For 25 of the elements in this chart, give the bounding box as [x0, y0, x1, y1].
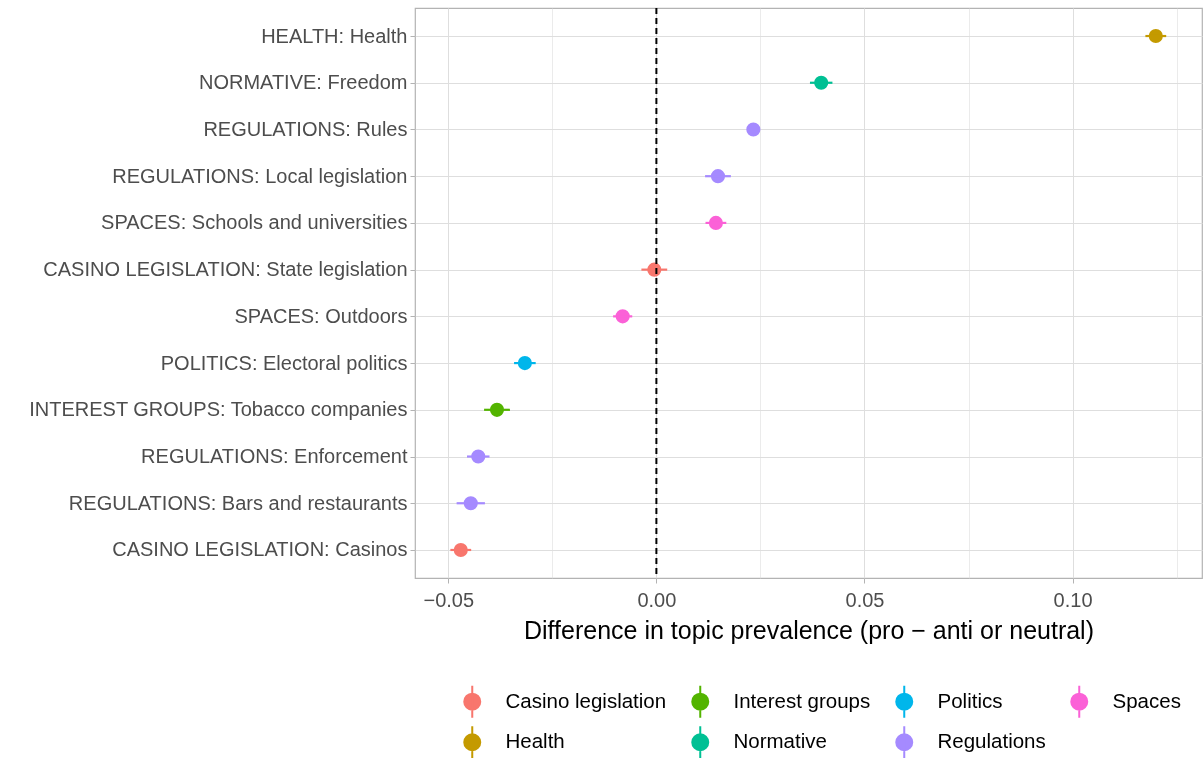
legend-label: Normative: [733, 729, 827, 753]
y-tick-label: REGULATIONS: Bars and restaurants: [68, 491, 408, 514]
x-axis-title: Difference in topic prevalence (pro − anti or neutral): [524, 615, 1094, 644]
y-tick-label: REGULATIONS: Enforcement: [141, 445, 408, 468]
legend-label: Regulations: [937, 729, 1046, 753]
point: [746, 122, 761, 137]
x-tick-label: 0.00: [637, 588, 677, 611]
y-tick-label: INTEREST GROUPS: Tobacco companies: [29, 398, 408, 421]
y-tick-label: NORMATIVE: Freedom: [198, 71, 408, 94]
y-tick-label: HEALTH: Health: [261, 24, 408, 47]
legend-label: Casino legislation: [505, 688, 667, 712]
x-tick-label: 0.10: [1053, 588, 1093, 611]
y-tick-label: CASINO LEGISLATION: Casinos: [112, 538, 408, 561]
legend-label: Health: [505, 729, 565, 753]
x-tick-label: −0.05: [423, 588, 475, 611]
legend-label: Spaces: [1112, 688, 1181, 712]
y-tick-label: POLITICS: Electoral politics: [160, 351, 408, 374]
y-tick-label: REGULATIONS: Rules: [203, 117, 408, 140]
y-tick-label: SPACES: Schools and universities: [101, 211, 408, 234]
legend-label: Interest groups: [733, 688, 871, 712]
y-tick-label: SPACES: Outdoors: [234, 304, 408, 327]
x-tick-label: 0.05: [845, 588, 885, 611]
y-tick-label: REGULATIONS: Local legislation: [112, 164, 408, 187]
legend-label: Politics: [937, 688, 1003, 712]
y-tick-label: CASINO LEGISLATION: State legislation: [43, 258, 408, 281]
